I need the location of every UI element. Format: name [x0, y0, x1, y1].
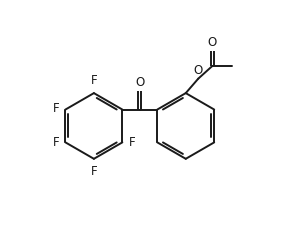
Text: F: F	[91, 165, 97, 178]
Text: F: F	[53, 136, 59, 149]
Text: O: O	[135, 76, 145, 89]
Text: F: F	[53, 102, 59, 115]
Text: F: F	[91, 74, 97, 87]
Text: O: O	[194, 64, 203, 77]
Text: O: O	[208, 35, 217, 49]
Text: F: F	[128, 136, 135, 149]
